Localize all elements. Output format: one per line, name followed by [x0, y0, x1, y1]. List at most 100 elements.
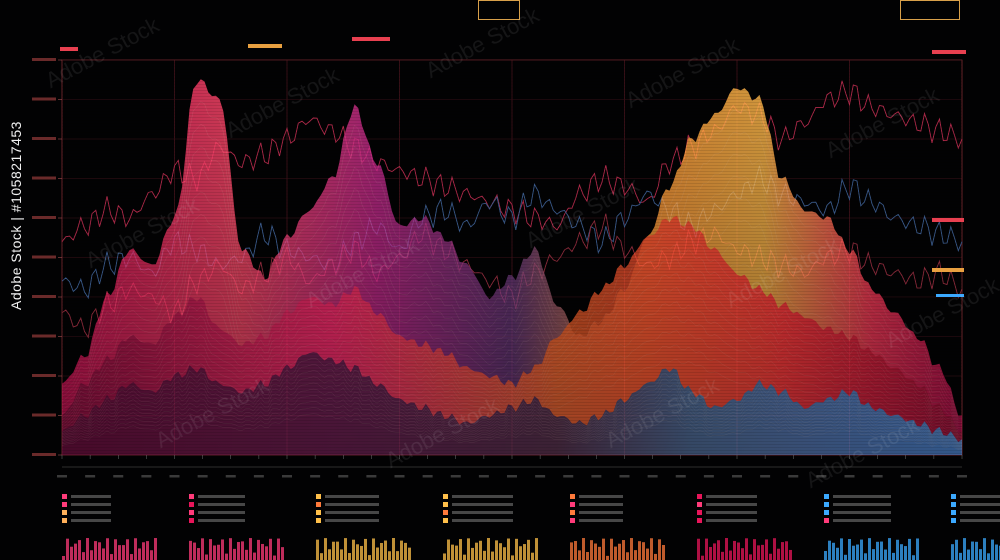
hist-bar [332, 541, 335, 560]
legend-item [697, 508, 797, 516]
x-tick-label [113, 475, 124, 478]
hist-bar [741, 548, 744, 560]
legend-histogram [316, 538, 411, 560]
legend-item [316, 500, 416, 508]
hist-bar [709, 546, 712, 560]
legend-histogram [62, 538, 157, 560]
hist-bar [733, 540, 736, 560]
hist-bar [884, 549, 887, 560]
x-tick-label [450, 475, 461, 478]
hist-bar [991, 539, 994, 560]
axes [32, 58, 967, 478]
hist-bar [467, 538, 470, 560]
legend-swatch [570, 509, 575, 515]
y-tick-label [32, 374, 56, 377]
legend-text-bar [960, 510, 1000, 514]
legend-text-bar [198, 494, 245, 498]
hist-bar [578, 550, 581, 560]
hist-bar [189, 540, 192, 560]
legend-column [316, 492, 416, 560]
hist-bar [654, 553, 657, 560]
hist-bar [836, 547, 839, 560]
x-tick-label [338, 475, 349, 478]
y-tick-label [32, 97, 56, 101]
hist-bar [447, 539, 450, 560]
hist-bar [364, 538, 367, 560]
x-tick-label [732, 475, 742, 478]
hist-bar [451, 544, 454, 560]
legend-item [189, 516, 289, 524]
hist-bar [320, 553, 323, 560]
hist-bar [455, 545, 458, 560]
hist-bar [388, 551, 391, 560]
legend-text-bar [452, 502, 513, 506]
hist-bar [209, 539, 212, 560]
x-tick-label [169, 475, 180, 478]
hist-bar [832, 542, 835, 560]
hist-bar [86, 538, 89, 560]
hist-bar [134, 538, 137, 560]
legend-swatch [697, 501, 702, 507]
legend-swatch [189, 501, 194, 507]
hist-bar [757, 545, 760, 560]
x-tick-label [957, 475, 967, 478]
hist-bar [408, 547, 411, 560]
legend-swatch [62, 517, 67, 523]
legend-swatch [697, 517, 702, 523]
legend-text-bar [198, 518, 245, 522]
hist-bar [959, 552, 962, 560]
hist-bar [602, 538, 605, 560]
hist-bar [876, 541, 879, 560]
legend-item [570, 500, 670, 508]
hist-bar [118, 545, 121, 560]
legend-item [951, 500, 1000, 508]
hist-bar [277, 538, 280, 560]
hist-bar [515, 538, 518, 560]
hist-bar [642, 542, 645, 560]
hist-bar [745, 538, 748, 560]
legend-item [570, 516, 670, 524]
hist-bar [904, 546, 907, 560]
legend-item [824, 500, 924, 508]
legend-swatch [443, 493, 448, 499]
legend-swatch [824, 509, 829, 515]
legend-item [316, 508, 416, 516]
hist-bar [475, 542, 478, 560]
legend-item [62, 508, 162, 516]
hist-bar [697, 538, 700, 560]
header-box-center [478, 0, 520, 20]
legend-swatch [316, 501, 321, 507]
hist-bar [404, 542, 407, 560]
hist-bar [531, 552, 534, 560]
legend-swatch [824, 501, 829, 507]
x-tick-label [197, 475, 208, 478]
hist-bar [213, 545, 216, 560]
hist-bar [356, 544, 359, 560]
legend-item [951, 516, 1000, 524]
hist-bar [265, 546, 268, 560]
legend-item [443, 508, 543, 516]
hist-bar [626, 552, 629, 560]
hist-bar [598, 546, 601, 560]
legend-item [62, 500, 162, 508]
hist-bar [975, 541, 978, 560]
legend-text-bar [71, 502, 111, 506]
hist-bar [963, 538, 966, 560]
legend-swatch [62, 501, 67, 507]
hist-bar [749, 554, 752, 560]
legend-item [697, 492, 797, 500]
hist-bar [90, 550, 93, 560]
hist-bar [324, 538, 327, 560]
stock-id: Adobe Stock | #1058217453 [8, 121, 24, 310]
hist-bar [662, 544, 665, 560]
legend-histogram [443, 538, 538, 560]
legend-swatch [189, 517, 194, 523]
hist-bar [769, 553, 772, 560]
legend-text-bar [960, 494, 1000, 498]
hist-bar [519, 546, 522, 560]
legend-item [570, 508, 670, 516]
hist-bar [737, 542, 740, 560]
x-tick-label [478, 475, 489, 478]
hist-bar [392, 538, 395, 560]
